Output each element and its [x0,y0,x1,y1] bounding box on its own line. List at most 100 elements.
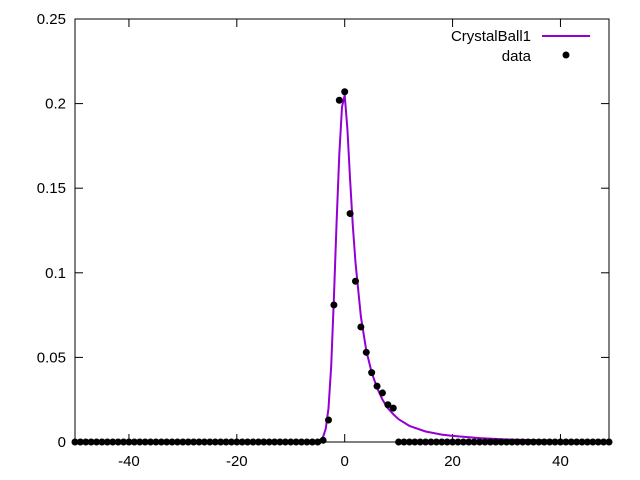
data-point [524,438,532,446]
plot-frame [74,18,610,443]
data-point [195,438,203,446]
data-point [265,438,273,446]
data-point [443,438,451,446]
data-point [168,438,176,446]
data-point [249,438,257,446]
data-point [465,438,473,446]
data-point [454,438,462,446]
data-point [449,438,457,446]
data-point [163,438,171,446]
data-point [503,438,511,446]
data-point [157,438,165,446]
data-point [190,438,198,446]
data-point [589,438,597,446]
data-point [292,438,300,446]
data-point [481,438,489,446]
data-point [486,438,494,446]
data-point [147,438,155,446]
data-point [314,438,322,446]
data-point [459,438,467,446]
legend-label-data: data [502,48,532,65]
data-point [562,438,570,446]
x-tick-label: -20 [226,453,248,470]
data-point [173,438,181,446]
data-point [260,438,268,446]
legend-label-crystalball: CrystalBall1 [451,28,531,45]
data-point [281,438,289,446]
data-point [308,438,316,446]
data-point [76,438,84,446]
data-point [438,438,446,446]
data-point [233,438,241,446]
y-tick-label: 0.25 [37,11,66,28]
data-point [578,438,586,446]
data-point [368,369,376,377]
data-point [109,438,117,446]
data-point [271,438,279,446]
data-point [206,438,214,446]
data-point [227,438,235,446]
data-point [422,438,430,446]
data-point [378,389,386,397]
y-tick-label: 0.05 [37,349,66,366]
y-axis-tick-labels: 0 0.05 0.1 0.15 0.2 0.25 [37,11,66,451]
data-point [319,436,327,444]
data-point [141,438,149,446]
data-point [567,438,575,446]
data-point [519,438,527,446]
data-point [357,323,365,331]
data-point [508,438,516,446]
data-point [93,438,101,446]
data-point [556,438,564,446]
data-point [432,438,440,446]
data-point [335,96,343,104]
data-point [427,438,435,446]
data-point [346,210,354,218]
data-point [200,438,208,446]
data-point [351,277,359,285]
data-point [384,401,392,409]
data-point [87,438,95,446]
data-point [470,438,478,446]
x-tick-label: 40 [552,453,569,470]
data-point [513,438,521,446]
data-point [411,438,419,446]
plot-area [71,88,613,446]
data-point [114,438,122,446]
data-point [395,438,403,446]
data-point [373,382,381,390]
crystalball-fit-line [75,94,610,443]
y-tick-label: 0 [58,434,66,451]
data-point [540,438,548,446]
data-point [573,438,581,446]
data-point [303,438,311,446]
x-tick-label: -40 [118,453,140,470]
data-point [529,438,537,446]
axis-ticks [75,18,609,443]
data-point [130,438,138,446]
data-point [551,438,559,446]
data-point [222,438,230,446]
data-point [389,404,397,412]
data-point [120,438,128,446]
x-tick-label: 20 [444,453,461,470]
x-axis-tick-labels: -40 -20 0 20 40 [118,453,569,470]
data-point [405,438,413,446]
x-tick-label: 0 [341,453,349,470]
y-tick-label: 0.2 [45,96,66,113]
data-point [341,88,349,96]
data-point [600,438,608,446]
data-point [217,438,225,446]
data-point [416,438,424,446]
legend-marker-data [562,51,570,59]
data-point [583,438,591,446]
data-point [152,438,160,446]
data-point [103,438,111,446]
data-point [476,438,484,446]
data-point [535,438,543,446]
data-point [238,438,246,446]
data-point [400,438,408,446]
data-point [325,416,333,424]
data-point [184,438,192,446]
